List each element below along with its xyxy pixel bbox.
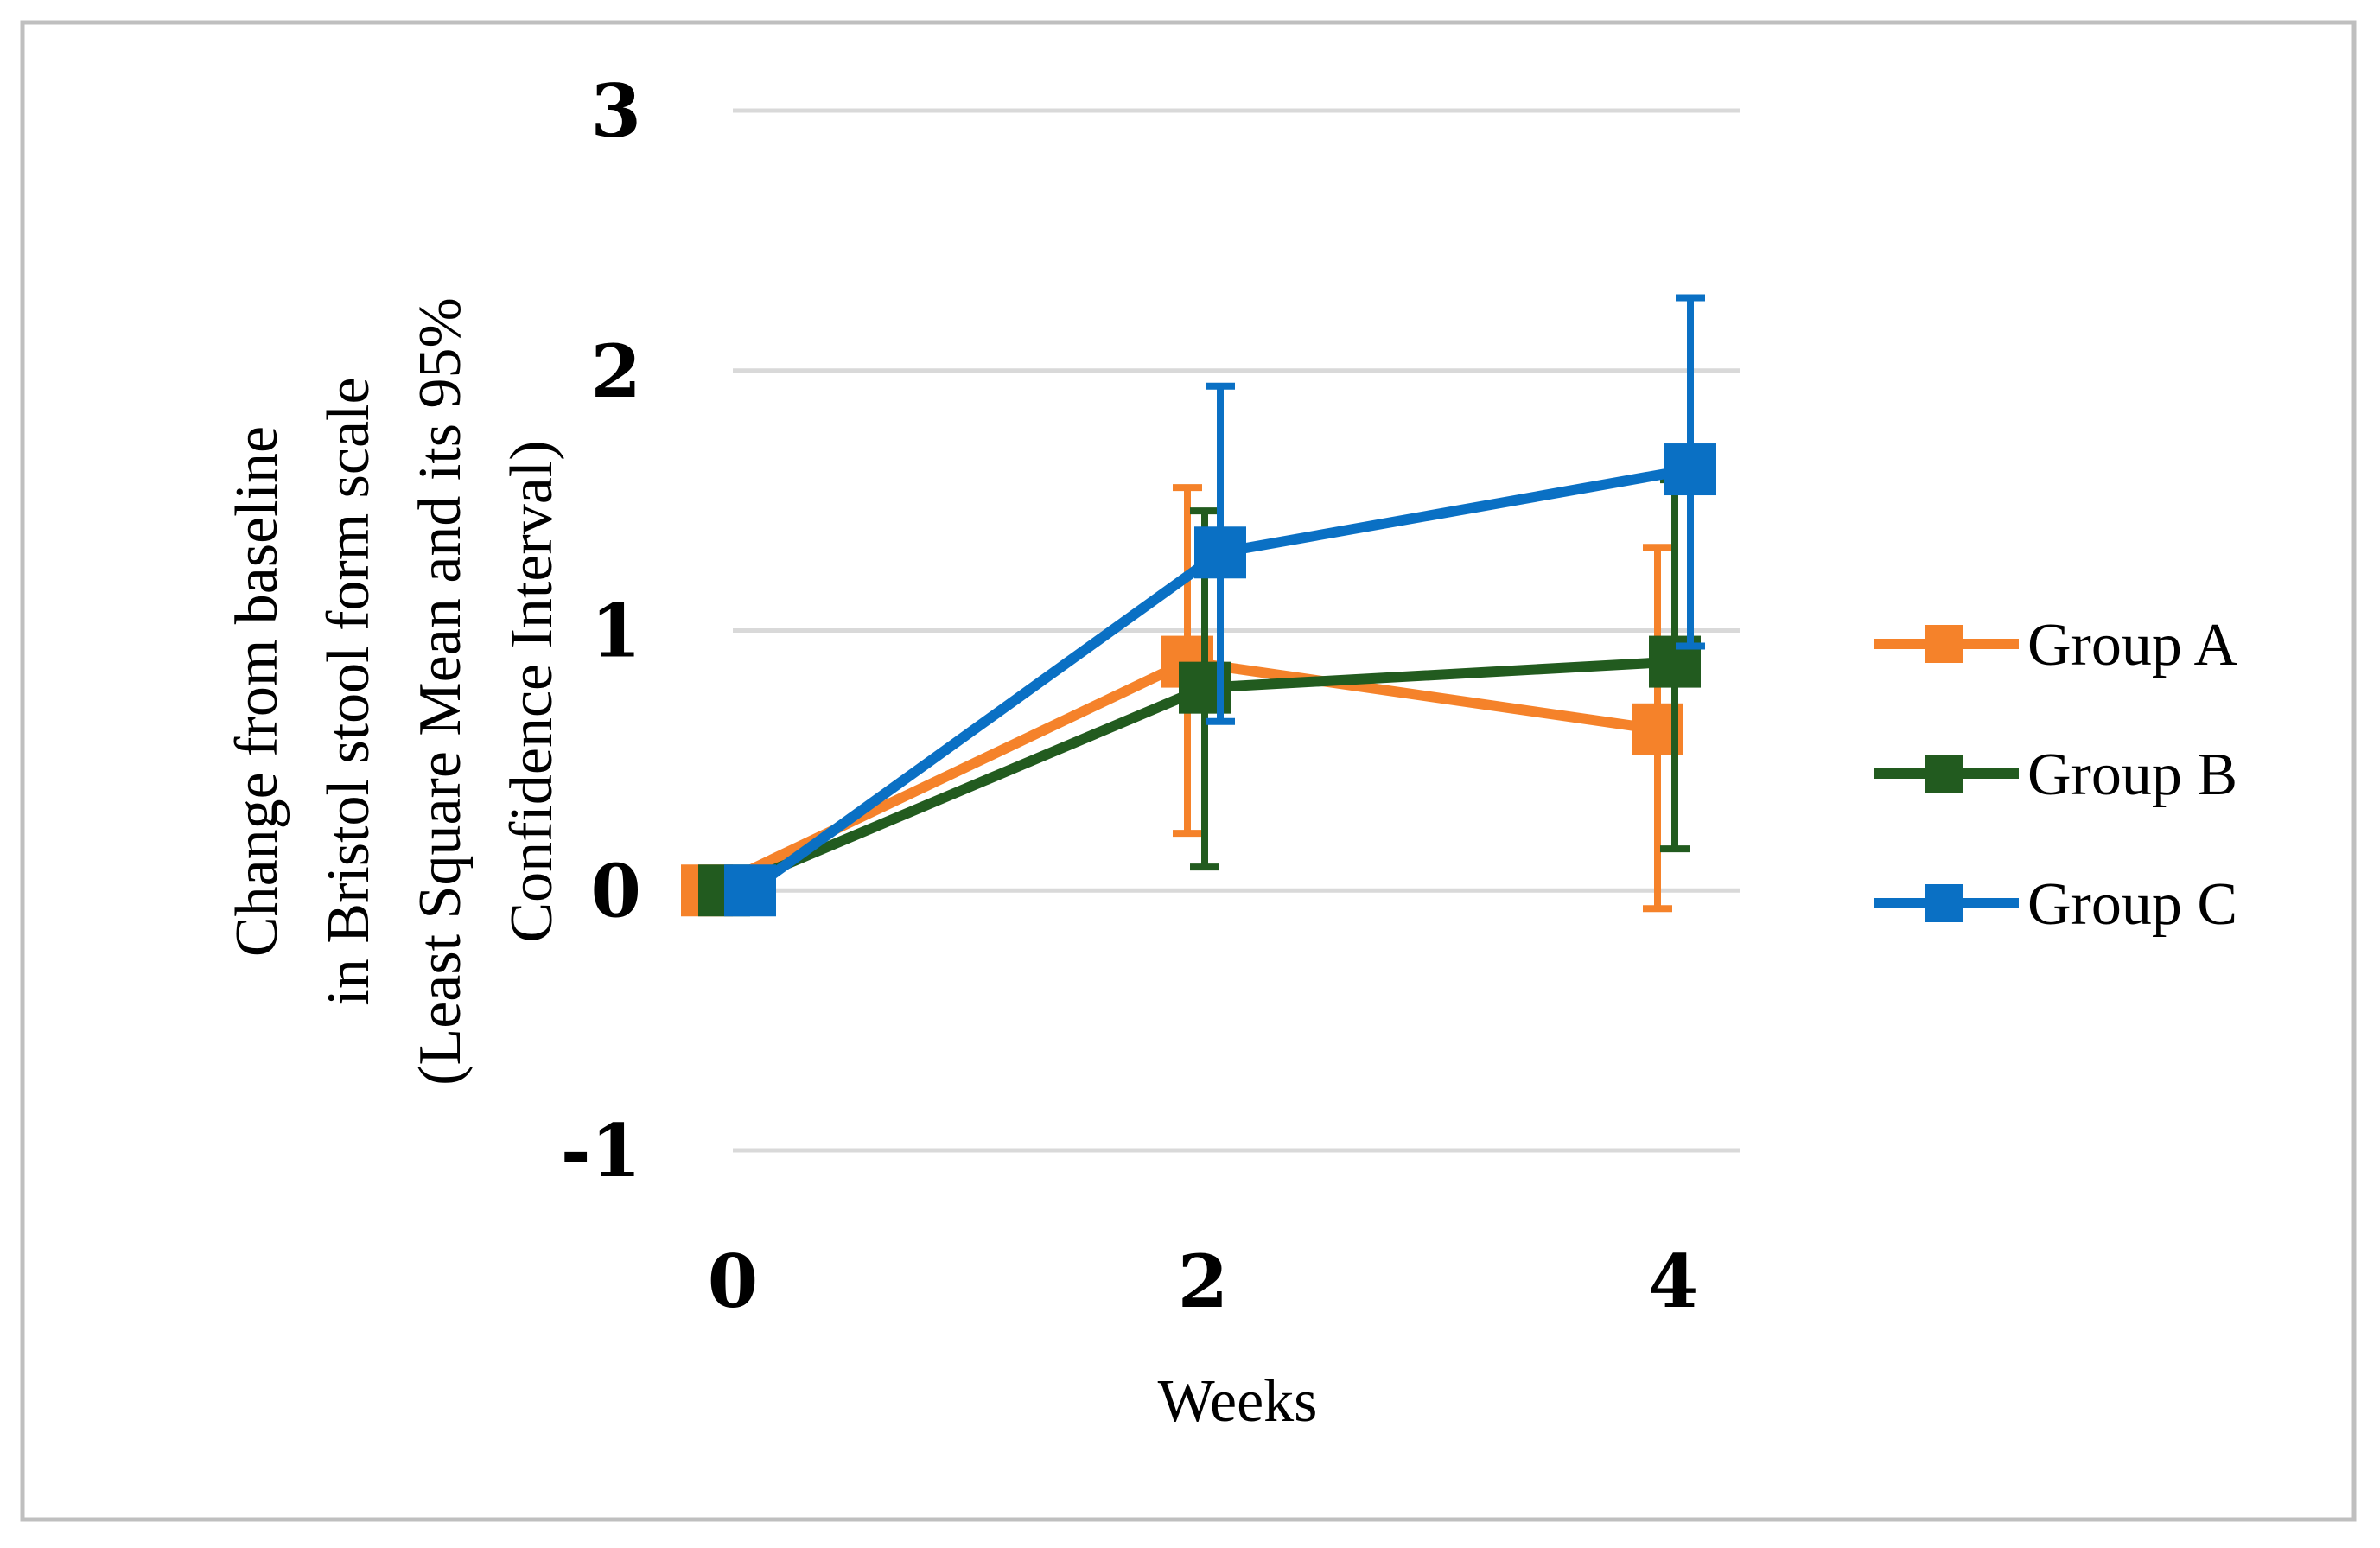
x-tick-label: 2	[1178, 1239, 1228, 1324]
x-axis-ticks: 0 2 4	[708, 1239, 1698, 1324]
legend-marker	[1925, 625, 1963, 663]
y-tick-label: -1	[561, 1108, 641, 1194]
series-group-a	[681, 484, 1683, 917]
y-axis-title: Change from baseline in Bristol stool for…	[224, 297, 565, 1086]
legend-item: Group A	[1874, 612, 2238, 678]
data-point-marker	[1194, 526, 1246, 579]
gridlines	[733, 108, 1740, 1153]
legend: Group A Group B Group C	[1874, 612, 2238, 938]
legend-item: Group B	[1874, 742, 2237, 808]
data-point-marker	[724, 864, 776, 917]
legend-label: Group B	[2027, 742, 2237, 808]
y-axis-ticks: -1 0 1 2 3	[561, 68, 641, 1194]
legend-label: Group A	[2027, 612, 2238, 678]
x-tick-label: 0	[708, 1239, 758, 1324]
legend-marker	[1925, 755, 1963, 793]
x-axis-title: Weeks	[1158, 1368, 1318, 1435]
series-group-c	[724, 294, 1716, 917]
x-tick-label: 4	[1648, 1239, 1698, 1324]
y-axis-title-line: (Least Square Mean and its 95%	[407, 297, 474, 1086]
series-layer	[681, 294, 1716, 917]
data-point-marker	[1664, 443, 1716, 496]
y-tick-label: 1	[591, 589, 641, 674]
legend-item: Group C	[1874, 871, 2237, 938]
legend-label: Group C	[2027, 871, 2237, 938]
y-tick-label: 2	[591, 328, 641, 414]
y-tick-label: 3	[591, 68, 641, 154]
y-axis-title-line: Confidence Interval)	[499, 440, 565, 942]
y-tick-label: 0	[591, 848, 641, 933]
y-axis-title-line: Change from baseline	[224, 426, 290, 957]
y-axis-title-line: in Bristol stool form scale	[315, 377, 382, 1005]
legend-marker	[1925, 884, 1963, 922]
